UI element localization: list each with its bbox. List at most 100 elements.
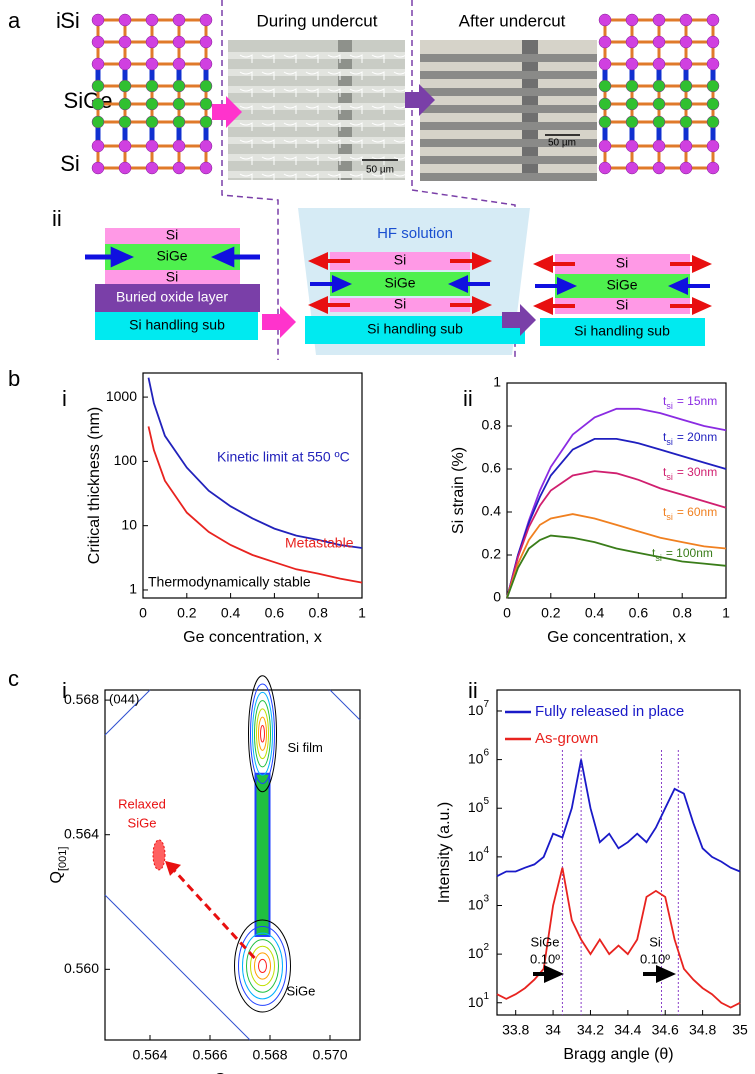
layer-label: Si	[394, 296, 406, 312]
sub-label: ii	[463, 386, 473, 411]
crack	[261, 122, 275, 131]
x-tick-label: 34.4	[614, 1022, 641, 1038]
annotation: Kinetic limit at 550 ºC	[217, 449, 350, 465]
crack	[393, 122, 407, 131]
x-tick-label: 0.6	[629, 605, 649, 621]
atom	[706, 79, 720, 93]
y-tick-label: 1	[129, 581, 137, 597]
contour	[250, 683, 275, 784]
arrow-head	[656, 965, 676, 983]
label-t: t	[663, 394, 667, 408]
layer	[95, 284, 260, 312]
atom	[652, 57, 666, 71]
contour	[238, 926, 287, 1006]
atom	[598, 97, 612, 111]
tick-exponent: 4	[483, 845, 489, 856]
y-tick-label: 0.560	[64, 960, 99, 976]
tick-exponent: 5	[483, 796, 489, 807]
x-tick-label: 1	[722, 605, 730, 621]
legend-label: tsi = 100nm	[652, 546, 713, 563]
crack	[239, 54, 253, 63]
layer-label: SiGe	[156, 248, 187, 264]
crack	[305, 122, 319, 131]
atom	[625, 115, 639, 129]
streak	[254, 772, 271, 937]
relaxed-peak	[152, 839, 166, 871]
y-tick-label: 105	[468, 796, 490, 815]
layer-label: Si	[394, 252, 406, 268]
guide-line	[329, 689, 361, 721]
y-tick-label: 102	[468, 942, 490, 961]
atom	[625, 161, 639, 175]
crack	[327, 122, 341, 131]
crack	[327, 156, 341, 165]
y-tick-label: 0.8	[482, 417, 502, 433]
atom	[679, 57, 693, 71]
crack	[261, 105, 275, 114]
x-tick-label: 0.2	[541, 605, 561, 621]
atom	[118, 57, 132, 71]
crack	[371, 139, 385, 148]
legend-label: As-grown	[535, 730, 598, 747]
stripe	[420, 156, 597, 164]
stripe	[420, 105, 597, 113]
series-line	[506, 513, 727, 599]
peak-label: Si film	[288, 740, 323, 755]
label-rest: = 60nm	[677, 505, 717, 519]
sub-label: i	[56, 8, 61, 33]
scale-label: 50 µm	[548, 138, 576, 149]
micrograph-title: After undercut	[459, 11, 566, 30]
atom	[199, 97, 213, 111]
label-main: Ge concentration, x	[183, 629, 322, 646]
layer-label: Si	[616, 297, 628, 313]
atom	[145, 97, 159, 111]
series-line	[506, 438, 727, 599]
contour	[254, 700, 271, 768]
crack	[261, 88, 275, 97]
y-axis-label: Q[001]	[48, 847, 69, 884]
annotation: SiGe	[531, 934, 560, 949]
layer	[305, 316, 525, 344]
contour	[254, 952, 271, 980]
lattice-label: Si	[60, 8, 80, 33]
peak-label: Relaxed	[118, 796, 166, 811]
atom	[625, 13, 639, 27]
atom	[652, 35, 666, 49]
layer-label: Buried oxide layer	[116, 289, 228, 305]
x-tick-label: 34.6	[652, 1022, 679, 1038]
tick-base: 10	[468, 750, 484, 766]
atom	[118, 115, 132, 129]
panel-a: a i ii Si SiGe Si 50 µm 50 µm During und…	[8, 0, 705, 360]
lattice-label: SiGe	[64, 88, 113, 113]
atom	[172, 13, 186, 27]
divider	[221, 0, 279, 360]
arrow-head	[544, 965, 564, 983]
atom	[145, 57, 159, 71]
stripe	[420, 71, 597, 79]
tick-exponent: 6	[483, 747, 489, 758]
x-tick-label: 0.568	[252, 1047, 287, 1063]
x-axis-label: Q[010]	[214, 1071, 251, 1074]
y-tick-label: 0.2	[482, 546, 502, 562]
x-axis-label: Ge concentration, x	[183, 629, 322, 646]
x-axis-label: Bragg angle (θ)	[563, 1046, 673, 1063]
reflection-label: (044)	[109, 691, 139, 706]
layer-label: Si	[166, 269, 178, 285]
atom	[706, 57, 720, 71]
arrow	[262, 306, 296, 338]
relax-arrow	[169, 865, 256, 959]
crack	[371, 122, 385, 131]
atom	[625, 57, 639, 71]
tick-base: 10	[468, 993, 484, 1009]
plot-frame	[104, 689, 361, 1041]
crack	[305, 156, 319, 165]
label-t: t	[652, 546, 656, 560]
atom	[172, 161, 186, 175]
y-axis-label: Intensity (a.u.)	[436, 802, 453, 903]
contour	[256, 708, 269, 760]
series-line	[147, 426, 363, 584]
atom	[91, 57, 105, 71]
annotation: 0.10º	[640, 951, 670, 966]
crack	[327, 173, 341, 182]
label-sub: si	[655, 553, 662, 563]
